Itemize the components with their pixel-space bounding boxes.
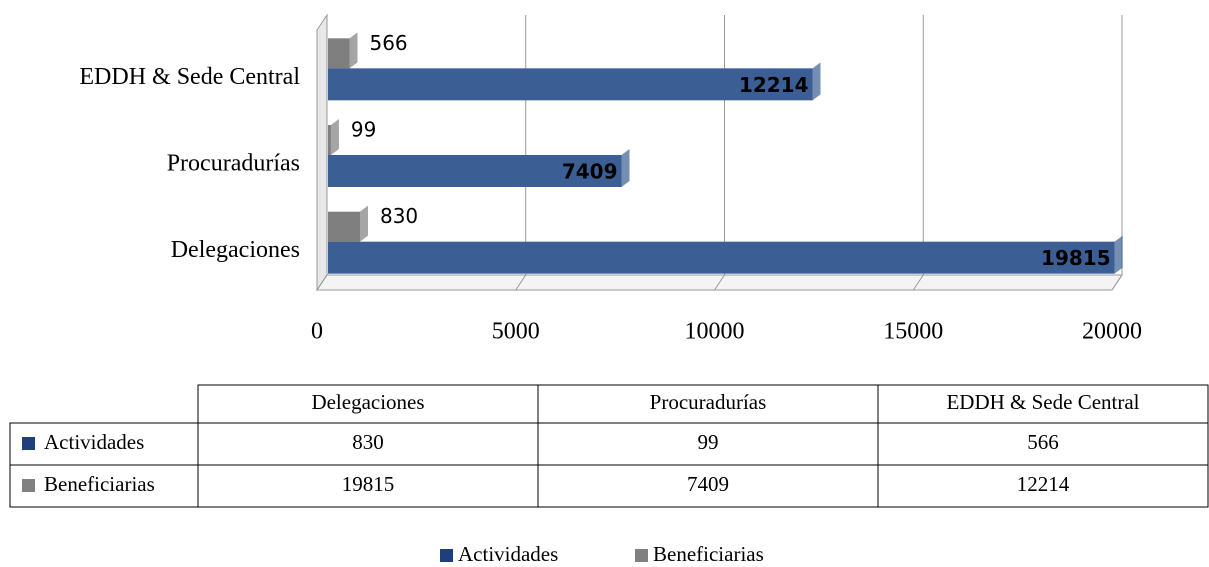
table-row-header: Beneficiarias <box>44 472 155 496</box>
floor-grid-line <box>515 274 527 291</box>
bar-side <box>359 205 368 242</box>
bar <box>328 241 1115 274</box>
table-cell: 7409 <box>687 472 729 496</box>
table-header: EDDH & Sede Central <box>946 390 1139 414</box>
table-cell: 99 <box>698 430 719 454</box>
data-label: 566 <box>369 31 407 55</box>
floor-grid-line <box>912 274 924 291</box>
legend-key <box>635 549 648 562</box>
floor-grid-line <box>316 274 328 291</box>
bar-side <box>330 119 339 155</box>
bar <box>328 68 813 101</box>
bar <box>328 211 360 242</box>
y-tick-label: EDDH & Sede Central <box>79 64 300 90</box>
x-tick-label: 5000 <box>492 319 540 345</box>
table-header: Delegaciones <box>311 390 424 414</box>
x-tick-label: 15000 <box>883 319 943 345</box>
floor-grid-line <box>714 274 725 291</box>
table-row-header: Actividades <box>44 430 144 454</box>
x-tick-label: 0 <box>311 319 323 345</box>
bar <box>328 125 331 155</box>
table-legend-key <box>22 479 35 492</box>
table-cell: 566 <box>1027 430 1059 454</box>
data-label: 19815 <box>1041 246 1111 270</box>
y-tick-label: Delegaciones <box>171 237 300 263</box>
bar-side <box>1114 235 1123 274</box>
x-tick-label: 20000 <box>1082 319 1142 345</box>
bar-side <box>349 32 358 69</box>
table-cell: 19815 <box>342 472 395 496</box>
data-label: 7409 <box>562 160 618 184</box>
bar-side <box>812 62 821 101</box>
data-label: 830 <box>380 204 418 228</box>
data-label: 12214 <box>739 73 809 97</box>
x-tick-label: 10000 <box>685 319 745 345</box>
y-tick-label: Procuradurías <box>167 151 300 177</box>
table-legend-key <box>22 437 35 450</box>
table-header: Procuradurías <box>650 390 767 414</box>
legend-label: Beneficiarias <box>653 542 764 566</box>
bar <box>328 38 350 69</box>
floor-grid-line <box>1111 274 1123 291</box>
bar <box>328 155 622 187</box>
table-cell: 830 <box>352 430 384 454</box>
legend-key <box>440 549 453 562</box>
side-wall <box>316 13 328 292</box>
bar-side <box>621 149 630 187</box>
data-label: 99 <box>351 118 376 142</box>
table-cell: 12214 <box>1017 472 1070 496</box>
legend-label: Actividades <box>458 542 558 566</box>
